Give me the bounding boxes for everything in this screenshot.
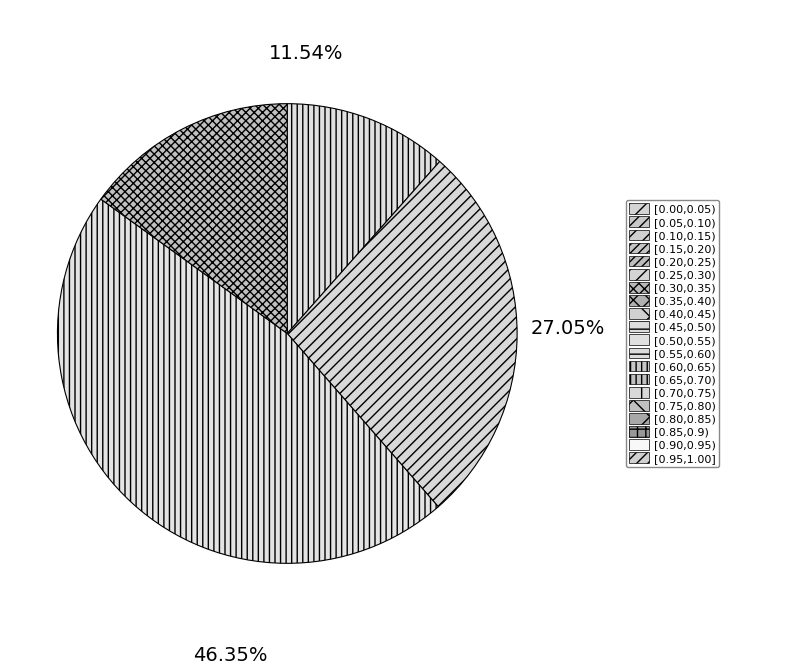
Wedge shape — [57, 199, 438, 564]
Wedge shape — [101, 103, 287, 334]
Text: 11.54%: 11.54% — [268, 43, 343, 63]
Wedge shape — [287, 161, 517, 507]
Text: 27.05%: 27.05% — [531, 319, 605, 338]
Legend: [0.00,0.05), [0.05,0.10), [0.10,0.15), [0.15,0.20), [0.20,0.25), [0.25,0.30), [0: [0.00,0.05), [0.05,0.10), [0.10,0.15), [… — [626, 200, 719, 467]
Text: 46.35%: 46.35% — [192, 646, 267, 665]
Wedge shape — [287, 103, 440, 334]
